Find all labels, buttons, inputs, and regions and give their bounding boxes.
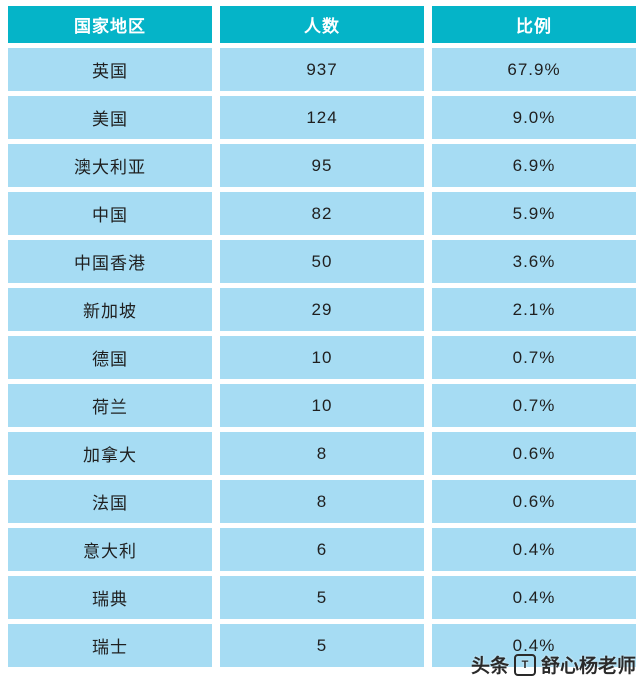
cell-ratio: 0.7% bbox=[432, 336, 636, 379]
cell-count: 29 bbox=[220, 288, 424, 331]
cell-count: 82 bbox=[220, 192, 424, 235]
cell-ratio: 5.9% bbox=[432, 192, 636, 235]
header-ratio: 比例 bbox=[432, 6, 636, 43]
cell-ratio: 0.7% bbox=[432, 384, 636, 427]
cell-country: 瑞典 bbox=[8, 576, 212, 619]
cell-ratio: 6.9% bbox=[432, 144, 636, 187]
cell-country: 意大利 bbox=[8, 528, 212, 571]
header-count: 人数 bbox=[220, 6, 424, 43]
table-row: 意大利 6 0.4% bbox=[8, 528, 636, 571]
cell-count: 8 bbox=[220, 480, 424, 523]
cell-country: 英国 bbox=[8, 48, 212, 91]
cell-ratio: 0.4% bbox=[432, 576, 636, 619]
table-row: 中国 82 5.9% bbox=[8, 192, 636, 235]
cell-country: 加拿大 bbox=[8, 432, 212, 475]
country-distribution-table: 国家地区 人数 比例 英国 937 67.9% 美国 124 9.0% 澳大利亚… bbox=[8, 6, 636, 667]
cell-country: 法国 bbox=[8, 480, 212, 523]
cell-country: 德国 bbox=[8, 336, 212, 379]
table-row: 美国 124 9.0% bbox=[8, 96, 636, 139]
cell-ratio: 0.6% bbox=[432, 432, 636, 475]
table-row: 瑞典 5 0.4% bbox=[8, 576, 636, 619]
cell-ratio: 2.1% bbox=[432, 288, 636, 331]
cell-country: 澳大利亚 bbox=[8, 144, 212, 187]
cell-count: 937 bbox=[220, 48, 424, 91]
watermark-brand: 头条 bbox=[470, 656, 509, 677]
watermark: 头条 T 舒心杨老师 bbox=[471, 651, 636, 678]
table-row: 荷兰 10 0.7% bbox=[8, 384, 636, 427]
cell-ratio: 9.0% bbox=[432, 96, 636, 139]
cell-count: 124 bbox=[220, 96, 424, 139]
cell-country: 瑞士 bbox=[8, 624, 212, 667]
cell-country: 新加坡 bbox=[8, 288, 212, 331]
cell-count: 6 bbox=[220, 528, 424, 571]
table-row: 法国 8 0.6% bbox=[8, 480, 636, 523]
cell-ratio: 3.6% bbox=[432, 240, 636, 283]
cell-ratio: 0.4% bbox=[432, 528, 636, 571]
cell-ratio: 67.9% bbox=[432, 48, 636, 91]
cell-count: 5 bbox=[220, 624, 424, 667]
table-row: 澳大利亚 95 6.9% bbox=[8, 144, 636, 187]
table-row: 德国 10 0.7% bbox=[8, 336, 636, 379]
cell-country: 荷兰 bbox=[8, 384, 212, 427]
header-country: 国家地区 bbox=[8, 6, 212, 43]
cell-count: 10 bbox=[220, 384, 424, 427]
cell-count: 10 bbox=[220, 336, 424, 379]
cell-count: 50 bbox=[220, 240, 424, 283]
toutiao-logo-icon: T bbox=[513, 653, 536, 676]
table-row: 中国香港 50 3.6% bbox=[8, 240, 636, 283]
table-row: 新加坡 29 2.1% bbox=[8, 288, 636, 331]
table-row: 加拿大 8 0.6% bbox=[8, 432, 636, 475]
cell-country: 中国香港 bbox=[8, 240, 212, 283]
cell-count: 8 bbox=[220, 432, 424, 475]
cell-count: 5 bbox=[220, 576, 424, 619]
cell-country: 美国 bbox=[8, 96, 212, 139]
cell-count: 95 bbox=[220, 144, 424, 187]
cell-country: 中国 bbox=[8, 192, 212, 235]
cell-ratio: 0.6% bbox=[432, 480, 636, 523]
table-row: 英国 937 67.9% bbox=[8, 48, 636, 91]
watermark-author: 舒心杨老师 bbox=[540, 656, 636, 677]
table-header-row: 国家地区 人数 比例 bbox=[8, 6, 636, 43]
